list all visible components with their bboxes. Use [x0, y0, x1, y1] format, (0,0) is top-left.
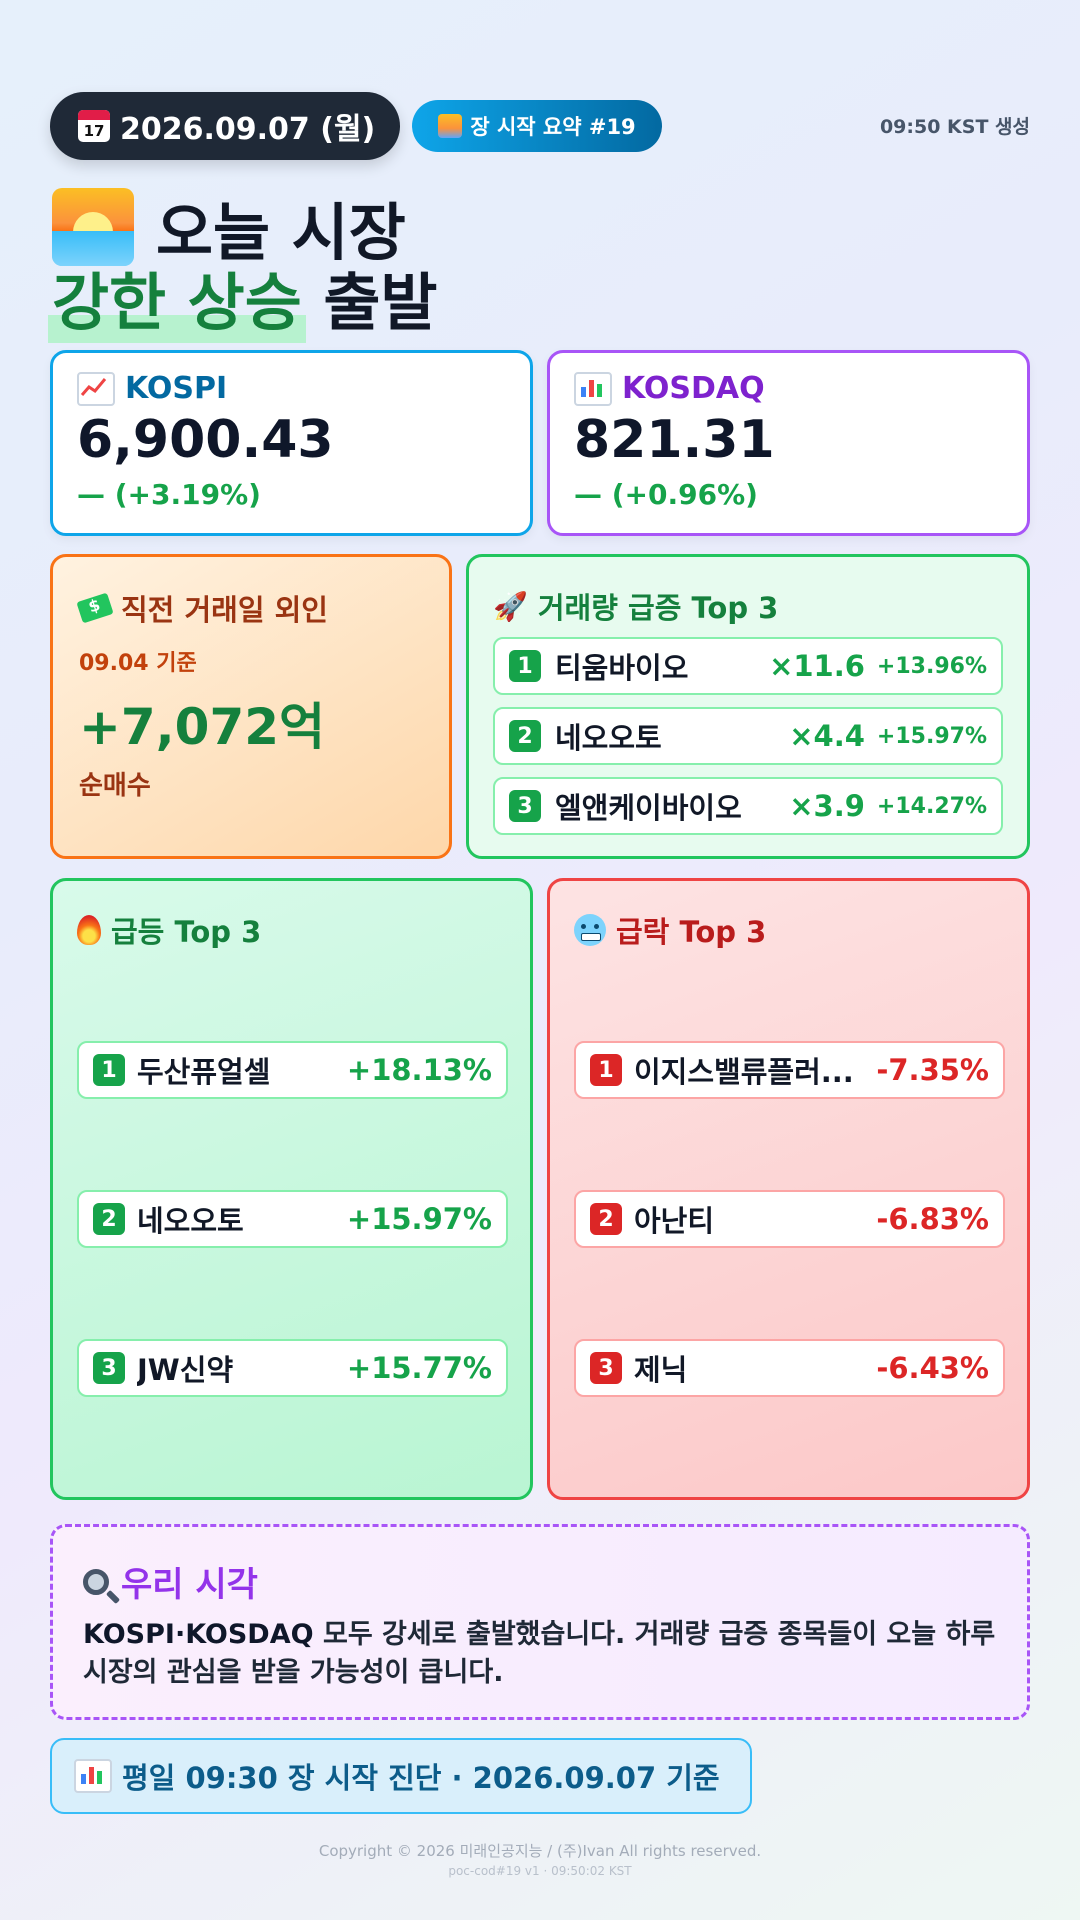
calendar-icon: 17	[78, 110, 110, 142]
kospi-header: KOSPI	[77, 371, 506, 406]
losers-card: 급락 Top 3 1 이지스밸류플러... -7.35% 2 아난티 -6.83…	[547, 878, 1030, 1500]
gainers-card: 급등 Top 3 1 두산퓨얼셀 +18.13% 2 네오오토 +15.97% …	[50, 878, 533, 1500]
kosdaq-header: KOSDAQ	[574, 371, 1003, 406]
volume-multiple: ×3.9	[789, 789, 865, 823]
foreign-label: 순매수	[79, 771, 151, 801]
stock-name: 티움바이오	[555, 651, 689, 685]
foreign-amount: +7,072억	[79, 698, 326, 756]
list-item: 1 티움바이오 ×11.6 +13.96%	[493, 637, 1003, 695]
volume-multiple: ×4.4	[789, 719, 865, 753]
calendar-icon-text: 17	[83, 122, 105, 140]
gainers-title-text: 급등 Top 3	[111, 915, 262, 949]
change-pct: +13.96%	[876, 653, 987, 679]
date-text: 2026.09.07 (월)	[120, 112, 376, 147]
change-pct: -6.83%	[876, 1202, 989, 1236]
kospi-card: KOSPI 6,900.43 — (+3.19%)	[50, 350, 533, 536]
change-pct: -7.35%	[876, 1053, 989, 1087]
kosdaq-name: KOSDAQ	[622, 371, 765, 406]
volume-title-text: 거래량 급증 Top 3	[537, 591, 779, 625]
title-highlight: 강한 상승	[52, 266, 302, 339]
version-stamp: poc-cod#19 v1 · 09:50:02 KST	[448, 1864, 632, 1878]
stock-name: 네오오토	[555, 721, 662, 755]
list-item: 2 아난티 -6.83%	[574, 1190, 1005, 1248]
change-pct: +15.77%	[346, 1351, 492, 1385]
rank-badge: 2	[590, 1203, 622, 1235]
title-text-line1: 오늘 시장	[156, 196, 406, 269]
kosdaq-change: — (+0.96%)	[574, 478, 758, 511]
stock-name: 아난티	[634, 1204, 715, 1238]
rank-badge: 3	[590, 1352, 622, 1384]
copyright: Copyright © 2026 미래인공지능 / (주)Ivan All ri…	[318, 1842, 762, 1860]
volume-surge-card: 🚀 거래량 급증 Top 3 1 티움바이오 ×11.6 +13.96% 2 네…	[466, 554, 1030, 859]
gainers-title: 급등 Top 3	[77, 909, 506, 951]
change-pct: +18.13%	[346, 1053, 492, 1087]
change-pct: -6.43%	[876, 1351, 989, 1385]
losers-title-text: 급락 Top 3	[616, 915, 767, 949]
stock-name: 네오오토	[137, 1204, 244, 1238]
rank-badge: 1	[590, 1054, 622, 1086]
our-view-text: KOSPI·KOSDAQ 모두 강세로 출발했습니다. 거래량 급증 종목들이 …	[83, 1616, 997, 1692]
our-view-title: 우리 시각	[83, 1557, 997, 1606]
page-title-line1: 오늘 시장	[52, 182, 406, 272]
kospi-name: KOSPI	[125, 371, 228, 406]
list-item: 2 네오오토 ×4.4 +15.97%	[493, 707, 1003, 765]
schedule-note-text: 평일 09:30 장 시작 진단 · 2026.09.07 기준	[122, 1761, 720, 1795]
chart-up-icon	[77, 371, 115, 406]
volume-multiple: ×11.6	[769, 649, 865, 683]
title-text-line2: 출발	[301, 266, 438, 339]
our-view-text-bold: KOSPI·KOSDAQ	[83, 1619, 314, 1650]
list-item: 1 두산퓨얼셀 +18.13%	[77, 1041, 508, 1099]
list-item: 3 JW신약 +15.77%	[77, 1339, 508, 1397]
kospi-value: 6,900.43	[77, 410, 334, 470]
kospi-change: — (+3.19%)	[77, 478, 261, 511]
stock-name: 제닉	[634, 1353, 688, 1387]
generated-time: 09:50 KST 생성	[879, 116, 1030, 138]
volume-title: 🚀 거래량 급증 Top 3	[493, 585, 1003, 627]
losers-title: 급락 Top 3	[574, 909, 1003, 951]
schedule-note: 평일 09:30 장 시작 진단 · 2026.09.07 기준	[50, 1738, 752, 1814]
money-icon	[76, 592, 114, 624]
rank-badge: 1	[93, 1054, 125, 1086]
rank-badge: 2	[509, 720, 541, 752]
foreign-title: 직전 거래일 외인	[76, 587, 423, 629]
sunrise-icon	[52, 188, 134, 266]
our-view-box: 우리 시각 KOSPI·KOSDAQ 모두 강세로 출발했습니다. 거래량 급증…	[50, 1524, 1030, 1720]
cold-face-icon	[574, 914, 606, 946]
foreign-date: 09.04 기준	[79, 651, 197, 676]
list-item: 3 엘앤케이바이오 ×3.9 +14.27%	[493, 777, 1003, 835]
fire-icon	[77, 915, 101, 945]
change-pct: +15.97%	[876, 723, 987, 749]
page-title-line2: 강한 상승 출발	[52, 252, 437, 342]
our-view-text-rest: 모두 강세로 출발했습니다. 거래량 급증 종목들이 오늘 하루 시장의 관심을…	[83, 1619, 996, 1688]
kosdaq-value: 821.31	[574, 410, 775, 470]
foreign-investor-card: 직전 거래일 외인 09.04 기준 +7,072억 순매수	[50, 554, 452, 859]
list-item: 1 이지스밸류플러... -7.35%	[574, 1041, 1005, 1099]
kosdaq-card: KOSDAQ 821.31 — (+0.96%)	[547, 350, 1030, 536]
bar-chart-icon	[74, 1759, 112, 1793]
stock-name: 두산퓨얼셀	[137, 1055, 271, 1089]
change-pct: +14.27%	[876, 793, 987, 819]
stock-name: 이지스밸류플러...	[634, 1055, 854, 1089]
list-item: 3 제닉 -6.43%	[574, 1339, 1005, 1397]
change-pct: +15.97%	[346, 1202, 492, 1236]
rocket-icon: 🚀	[493, 589, 528, 623]
summary-badge-label: 장 시작 요약 #19	[470, 115, 636, 139]
stock-name: JW신약	[137, 1353, 234, 1387]
rank-badge: 1	[509, 650, 541, 682]
list-item: 2 네오오토 +15.97%	[77, 1190, 508, 1248]
summary-badge: 장 시작 요약 #19	[412, 100, 662, 152]
stock-name: 엘앤케이바이오	[555, 791, 742, 825]
rank-badge: 2	[93, 1203, 125, 1235]
foreign-title-text: 직전 거래일 외인	[121, 593, 328, 627]
date-pill: 17 2026.09.07 (월)	[50, 92, 400, 160]
sunrise-icon	[438, 114, 463, 138]
rank-badge: 3	[509, 790, 541, 822]
our-view-title-text: 우리 시각	[121, 1565, 258, 1605]
rank-badge: 3	[93, 1352, 125, 1384]
magnifier-icon	[83, 1568, 109, 1595]
bar-chart-icon	[574, 371, 612, 406]
